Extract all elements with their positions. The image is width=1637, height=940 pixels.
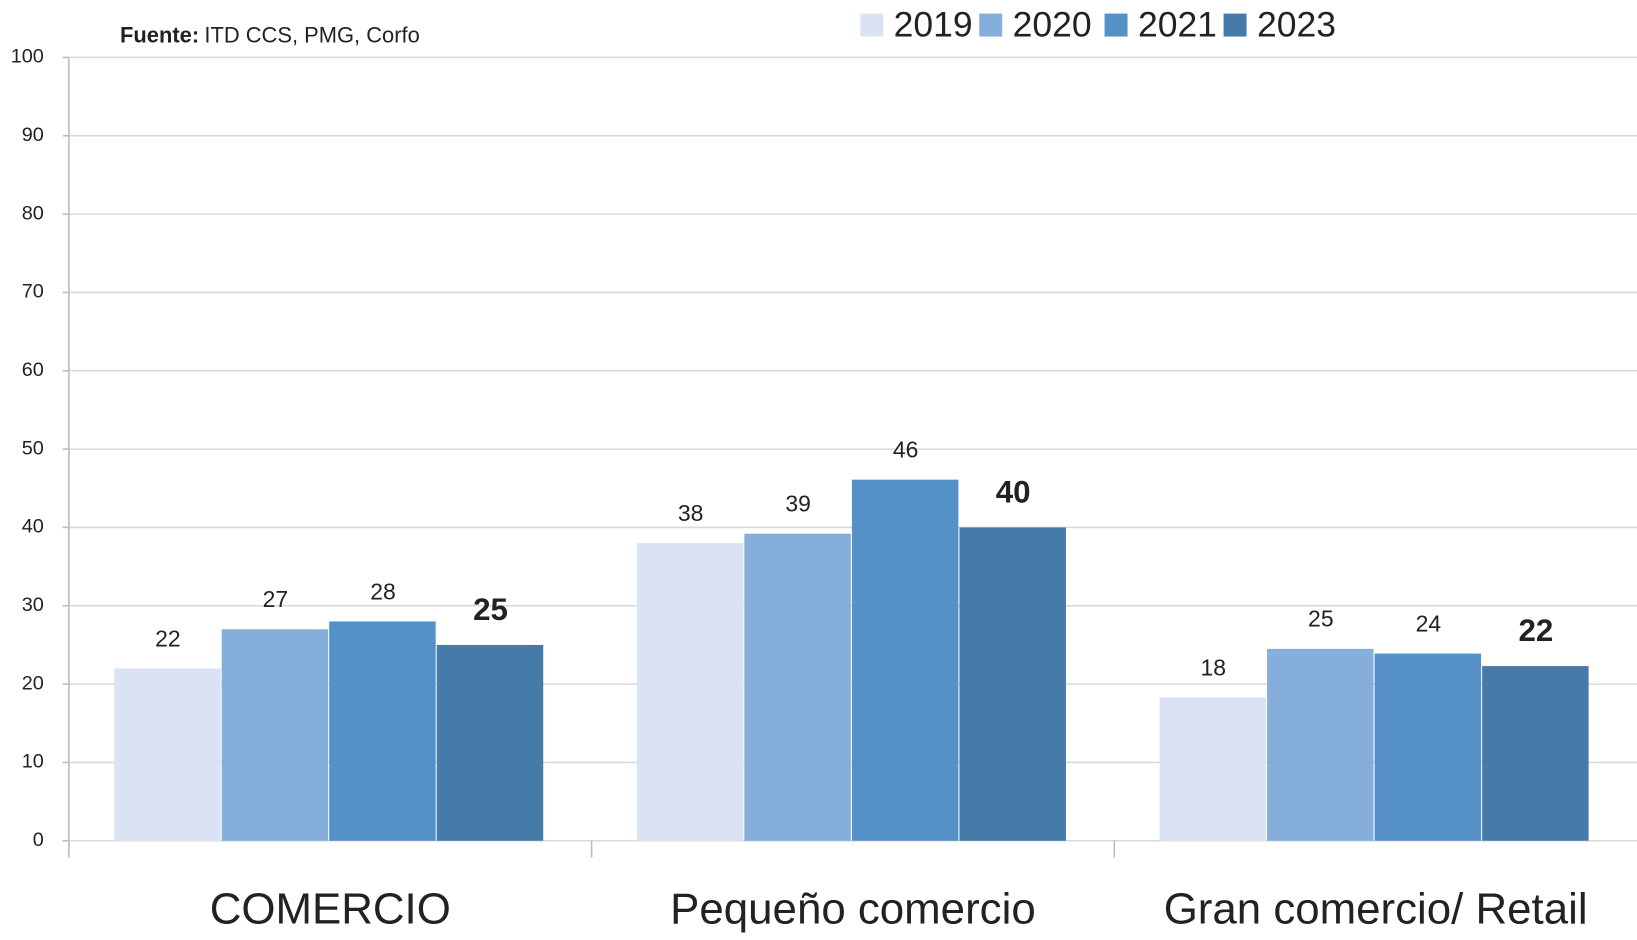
x-tick-label: Gran comercio/ Retail — [1164, 884, 1588, 933]
bar — [1159, 697, 1267, 841]
y-tick-label: 40 — [22, 516, 44, 538]
bar — [1482, 666, 1589, 841]
value-label: 27 — [263, 586, 289, 612]
bar — [851, 479, 959, 841]
legend-label: 2020 — [1013, 5, 1092, 45]
legend-label: 2021 — [1138, 5, 1217, 45]
value-label: 39 — [785, 491, 811, 517]
y-tick-label: 50 — [22, 437, 44, 459]
y-tick-label: 60 — [22, 359, 44, 381]
value-label: 38 — [678, 500, 704, 526]
legend-label: 2019 — [894, 5, 973, 45]
source: Fuente: ITD CCS, PMG, Corfo — [120, 22, 420, 47]
bar — [1267, 648, 1374, 841]
bar — [744, 533, 851, 841]
bar — [1374, 653, 1482, 841]
value-label: 22 — [155, 625, 181, 651]
bar — [959, 527, 1066, 841]
legend-swatch — [1223, 13, 1247, 37]
source-label: Fuente: — [120, 22, 199, 47]
legend-swatch — [860, 13, 884, 37]
y-tick-label: 30 — [22, 594, 44, 616]
y-tick-label: 90 — [22, 124, 44, 146]
source-text: ITD CCS, PMG, Corfo — [204, 22, 419, 47]
value-label: 25 — [473, 592, 508, 627]
legend-label: 2023 — [1257, 5, 1336, 45]
y-tick-label: 70 — [22, 281, 44, 303]
y-tick-label: 100 — [11, 46, 44, 68]
y-tick-label: 20 — [22, 672, 44, 694]
bar — [114, 668, 221, 841]
x-tick-label: COMERCIO — [210, 884, 451, 933]
y-tick-label: 0 — [33, 829, 44, 851]
y-tick-label: 10 — [22, 751, 44, 773]
bar — [636, 543, 744, 841]
bar — [436, 644, 544, 841]
legend-swatch — [979, 13, 1003, 37]
bar — [221, 629, 329, 841]
value-label: 28 — [370, 578, 396, 604]
x-tick-label: Pequeño comercio — [670, 884, 1036, 933]
value-label: 40 — [996, 474, 1031, 509]
bar — [329, 621, 436, 841]
value-label: 18 — [1201, 654, 1227, 680]
value-label: 24 — [1416, 610, 1442, 636]
value-label: 22 — [1518, 613, 1553, 648]
value-label: 46 — [893, 437, 919, 463]
value-label: 25 — [1308, 606, 1334, 632]
legend-swatch — [1104, 13, 1128, 37]
y-tick-label: 80 — [22, 202, 44, 224]
